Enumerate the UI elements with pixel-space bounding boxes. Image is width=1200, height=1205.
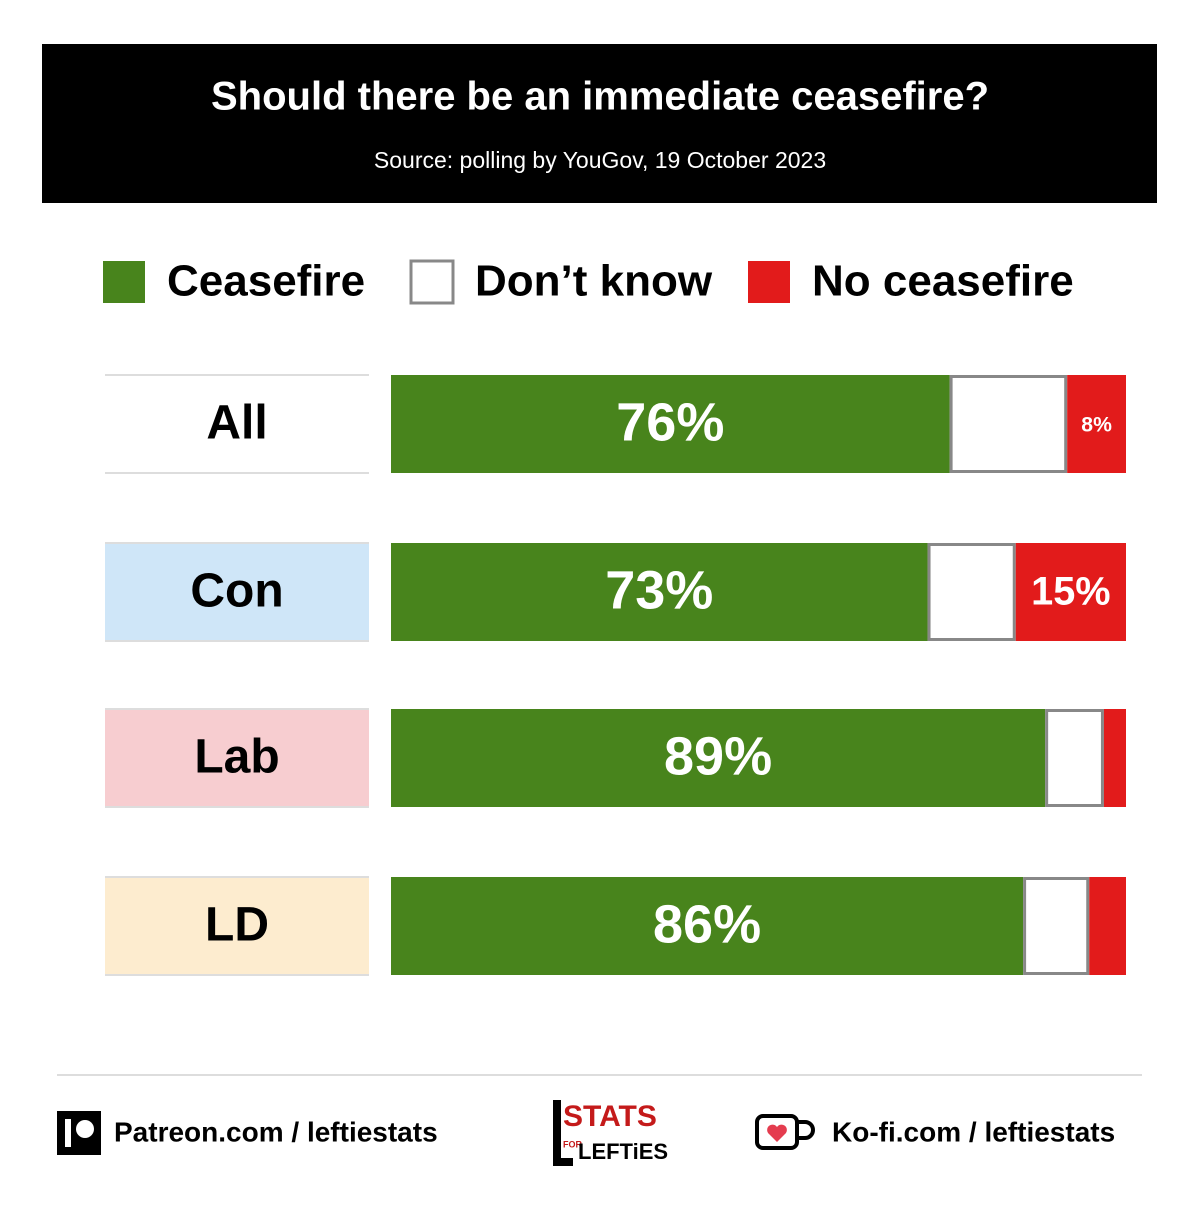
logo-text: FOR	[563, 1139, 582, 1149]
bar-segment	[1023, 877, 1090, 975]
category-label: All	[206, 397, 267, 450]
bar-segment	[927, 543, 1016, 641]
bar-segment	[1067, 375, 1126, 473]
category-box	[105, 375, 369, 473]
logo-text: STATS	[563, 1100, 657, 1133]
value-label: 8%	[1081, 414, 1112, 437]
value-label: 15%	[1031, 569, 1110, 613]
bar-segment	[391, 709, 1046, 807]
category-box	[105, 543, 369, 641]
bar-segment	[1015, 543, 1126, 641]
kofi-link[interactable]: Ko-fi.com / leftiestats	[832, 1116, 1115, 1147]
legend-label: No ceasefire	[812, 257, 1074, 306]
logo: STATS FOR LEFTiES	[553, 1100, 668, 1166]
bar-segment	[949, 375, 1068, 473]
value-label: 89%	[664, 726, 772, 786]
category-box	[105, 709, 369, 807]
legend-label: Ceasefire	[167, 257, 365, 306]
value-label: 73%	[605, 560, 713, 620]
category-label: Con	[190, 565, 283, 618]
logo-text: LEFTiES	[578, 1139, 668, 1164]
chart-title: Should there be an immediate ceasefire?	[211, 75, 989, 119]
category-label: LD	[205, 899, 269, 952]
chart-subtitle: Source: polling by YouGov, 19 October 20…	[374, 147, 826, 173]
patreon-link[interactable]: Patreon.com / leftiestats	[114, 1116, 438, 1147]
legend-swatch	[748, 261, 790, 303]
kofi-icon	[755, 1114, 815, 1150]
bar-segment	[1089, 877, 1126, 975]
legend-swatch	[409, 259, 455, 305]
header-box	[42, 44, 1157, 203]
bar-segment	[391, 543, 928, 641]
legend-label: Don’t know	[475, 257, 713, 306]
value-label: 76%	[616, 392, 724, 452]
category-label: Lab	[194, 731, 279, 784]
bar-segment	[1103, 709, 1126, 807]
bar-segment	[391, 877, 1024, 975]
category-box	[105, 877, 369, 975]
bar-segment	[1045, 709, 1104, 807]
legend-swatch	[103, 261, 145, 303]
bar-segment	[391, 375, 950, 473]
patreon-icon	[57, 1111, 101, 1155]
value-label: 86%	[653, 894, 761, 954]
